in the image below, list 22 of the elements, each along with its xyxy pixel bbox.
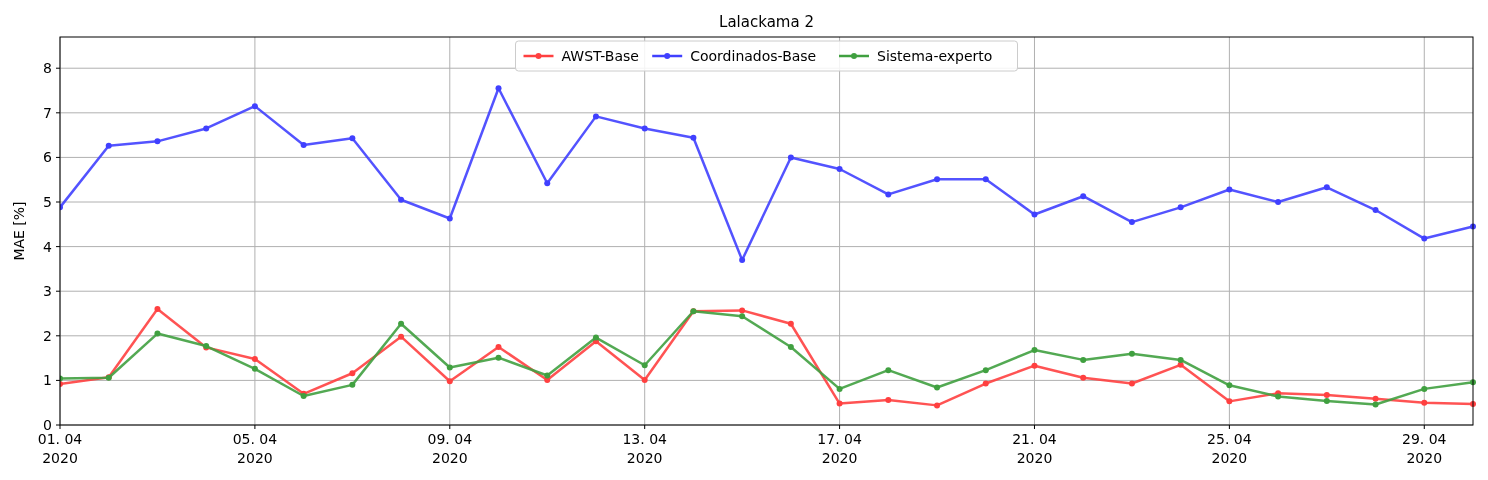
y-axis-title: MAE [%] <box>11 201 27 261</box>
chart-title: Lalackama 2 <box>719 13 814 31</box>
y-tick-label: 0 <box>43 416 52 433</box>
x-tick-label: 01. 04 2020 <box>37 431 83 466</box>
y-tick-label: 2 <box>43 327 52 344</box>
x-tick-label: 05. 04 2020 <box>232 431 278 466</box>
legend-label: Coordinados-Base <box>690 47 817 64</box>
x-tick-label: 13. 04 2020 <box>622 431 668 466</box>
y-tick-label: 1 <box>43 372 52 389</box>
x-tick-label: 21. 04 2020 <box>1012 431 1057 466</box>
y-tick-label: 4 <box>43 238 53 255</box>
x-tick-label: 25. 04 2020 <box>1207 431 1252 466</box>
y-tick-label: 8 <box>43 60 52 77</box>
y-tick-label: 3 <box>43 283 52 300</box>
y-tick-label: 7 <box>43 104 52 121</box>
y-tick-label: 6 <box>43 149 53 166</box>
x-tick-label: 29. 04 2020 <box>1402 431 1447 466</box>
x-tick-label: 09. 04 2020 <box>427 431 473 466</box>
legend-label: AWST-Base <box>561 47 639 64</box>
y-tick-label: 5 <box>43 193 52 210</box>
legend-label: Sistema-experto <box>877 47 993 64</box>
x-tick-label: 17. 04 2020 <box>817 431 862 466</box>
